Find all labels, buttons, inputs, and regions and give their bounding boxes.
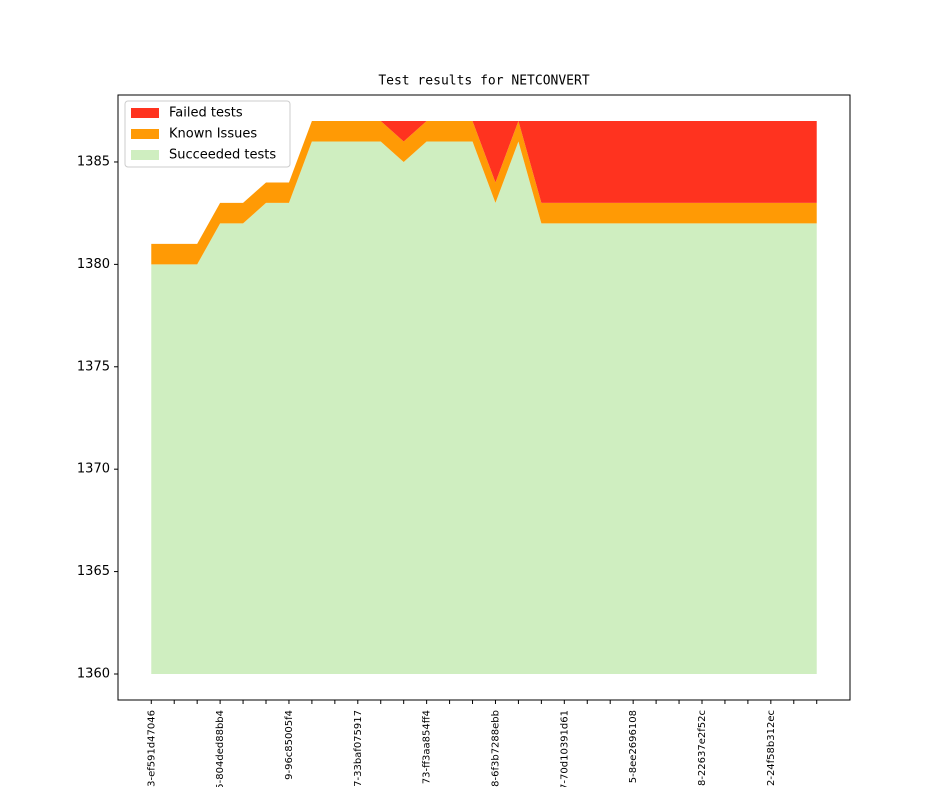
x-tick-label: 9-96c85005f4 xyxy=(284,710,295,780)
y-tick-label: 1360 xyxy=(77,666,110,681)
y-tick-label: 1380 xyxy=(77,257,110,272)
y-tick-label: 1370 xyxy=(77,462,110,477)
legend-swatch xyxy=(131,108,159,118)
x-tick-label: 7-33baf075917 xyxy=(353,710,364,787)
x-tick-label: 5-804ded88bb4 xyxy=(215,710,226,787)
legend: Failed tests Known Issues Succeeded tests xyxy=(124,100,291,168)
x-tick-label: 73-ff3aa854ff4 xyxy=(422,710,433,784)
legend-swatch xyxy=(131,129,159,139)
area xyxy=(151,121,817,244)
x-tick-label: 5-8ee2696108 xyxy=(628,710,639,783)
legend-label: Failed tests xyxy=(169,106,243,121)
legend-label: Known Issues xyxy=(169,127,257,142)
legend-frame xyxy=(124,100,291,168)
x-tick-label: 8-22637e2f52c xyxy=(697,710,708,786)
legend-label: Succeeded tests xyxy=(169,148,276,163)
y-tick-label: 1385 xyxy=(77,154,110,169)
legend-swatch xyxy=(131,150,159,160)
x-tick-label: 8-6f3b7288ebb xyxy=(490,710,501,787)
y-tick-label: 1365 xyxy=(77,564,110,579)
x-tick-label: 2-24f58b312ec xyxy=(766,710,777,786)
chart-title: Test results for NETCONVERT xyxy=(378,74,589,89)
x-tick-label: 3-ef591d47046 xyxy=(146,710,157,787)
plot-frame xyxy=(117,94,851,701)
x-tick-label: 7-70d10391d61 xyxy=(559,710,570,787)
area xyxy=(151,141,817,674)
area xyxy=(151,121,817,265)
y-tick-label: 1375 xyxy=(77,359,110,374)
